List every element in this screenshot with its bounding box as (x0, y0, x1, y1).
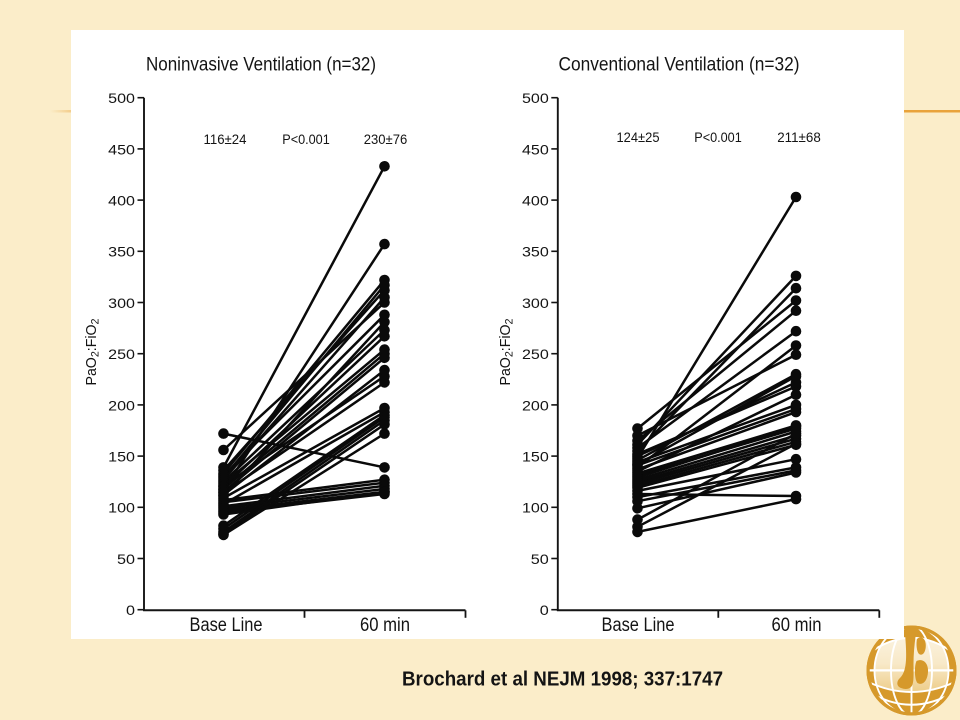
svg-text:400: 400 (108, 193, 135, 209)
svg-text:0: 0 (540, 602, 549, 618)
svg-text:116±24: 116±24 (204, 132, 247, 147)
svg-text:50: 50 (117, 551, 135, 567)
svg-text:60 min: 60 min (360, 615, 410, 636)
svg-text:150: 150 (108, 449, 135, 465)
svg-text:211±68: 211±68 (777, 130, 821, 145)
svg-text:Conventional Ventilation (n=32: Conventional Ventilation (n=32) (559, 55, 800, 76)
svg-text:350: 350 (108, 244, 135, 260)
svg-text:P<0.001: P<0.001 (694, 130, 742, 145)
svg-text:200: 200 (522, 397, 549, 413)
svg-text:Noninvasive Ventilation (n=32): Noninvasive Ventilation (n=32) (146, 55, 376, 76)
svg-text:230±76: 230±76 (364, 132, 408, 147)
svg-text:300: 300 (522, 295, 549, 311)
svg-text:200: 200 (108, 397, 135, 413)
svg-text:Brochard et al NEJM 1998; 337:: Brochard et al NEJM 1998; 337:1747 (402, 668, 723, 691)
svg-text:150: 150 (522, 449, 549, 465)
svg-text:450: 450 (522, 141, 549, 157)
svg-text:60 min: 60 min (772, 615, 822, 636)
svg-text:100: 100 (522, 500, 549, 516)
svg-text:500: 500 (522, 90, 549, 106)
svg-text:PaO2:FiO2: PaO2:FiO2 (498, 319, 516, 386)
svg-text:Base Line: Base Line (602, 615, 675, 636)
svg-text:400: 400 (522, 193, 549, 209)
svg-text:250: 250 (522, 346, 549, 362)
svg-text:50: 50 (531, 551, 549, 567)
svg-text:450: 450 (108, 141, 135, 157)
svg-text:100: 100 (108, 500, 135, 516)
svg-text:350: 350 (522, 244, 549, 260)
svg-text:500: 500 (108, 90, 135, 106)
svg-text:Base Line: Base Line (190, 615, 263, 636)
svg-text:0: 0 (126, 602, 135, 618)
svg-text:PaO2:FiO2: PaO2:FiO2 (84, 319, 102, 386)
svg-text:P<0.001: P<0.001 (282, 132, 330, 147)
svg-text:124±25: 124±25 (617, 130, 660, 145)
svg-text:300: 300 (108, 295, 135, 311)
svg-text:250: 250 (108, 346, 135, 362)
